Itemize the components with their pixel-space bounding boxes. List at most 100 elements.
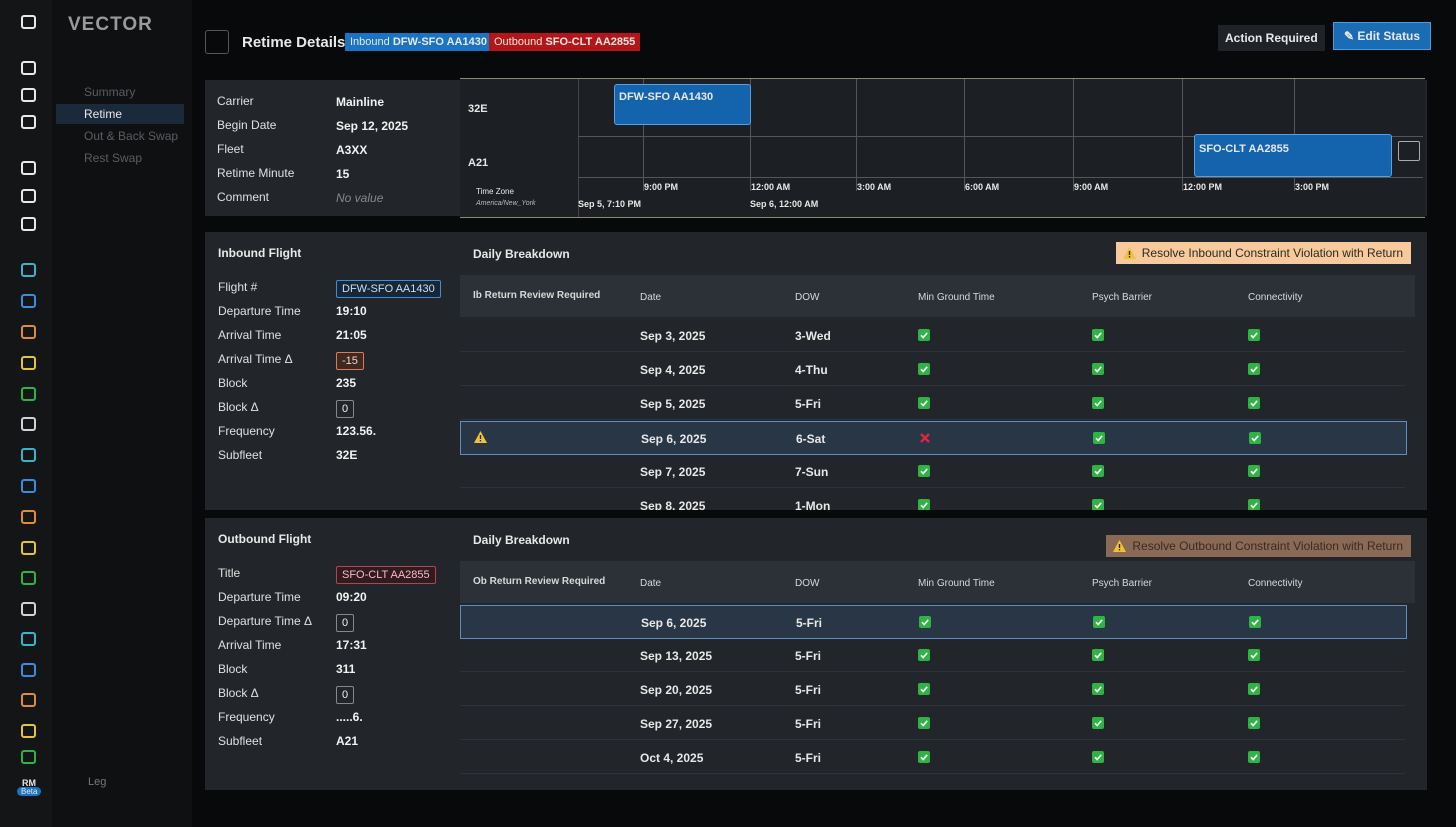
- page-title: Retime Details: [242, 34, 346, 51]
- check-icon: [1248, 717, 1260, 729]
- dow-cell: 5-Fri: [795, 397, 822, 411]
- tag-flight: DFW-SFO AA1430: [392, 36, 487, 48]
- table-row[interactable]: Sep 3, 2025 3-Wed: [460, 319, 1405, 352]
- nav-icon[interactable]: [21, 417, 36, 431]
- table-row[interactable]: Sep 7, 2025 7-Sun: [460, 455, 1405, 488]
- resolve-button[interactable]: Resolve Outbound Constraint Violation wi…: [1106, 535, 1411, 557]
- tag-flight: SFO-CLT AA2855: [545, 36, 636, 48]
- grid-line: [1182, 79, 1183, 191]
- check-icon: [1093, 432, 1105, 444]
- nav-icon[interactable]: [21, 115, 36, 129]
- row-label: A21: [468, 157, 489, 169]
- nav-icon[interactable]: [21, 356, 36, 370]
- nav-icon[interactable]: [21, 571, 36, 585]
- field-label: Comment: [217, 190, 270, 204]
- column-header: Min Ground Time: [918, 292, 995, 303]
- nav-icon[interactable]: [21, 448, 36, 462]
- edit-status-button[interactable]: ✎ Edit Status: [1333, 22, 1432, 50]
- field-label: Subfleet: [218, 448, 263, 462]
- nav-icon[interactable]: [21, 263, 36, 277]
- check-icon: [1248, 683, 1260, 695]
- nav-icon[interactable]: [21, 693, 36, 707]
- table-row[interactable]: Sep 6, 2025 5-Fri: [460, 605, 1407, 639]
- check-icon: [1248, 397, 1260, 409]
- nav-icon[interactable]: [21, 602, 36, 616]
- nav-icon[interactable]: [21, 510, 36, 524]
- field-value: 0: [336, 686, 355, 704]
- flight-bar[interactable]: DFW-SFO AA1430: [614, 84, 751, 125]
- field-value: SFO-CLT AA2855: [336, 566, 436, 584]
- nav-icon[interactable]: [21, 15, 36, 29]
- nav-item[interactable]: Summary: [56, 82, 184, 102]
- field-label: Fleet: [217, 142, 244, 156]
- nav-icon[interactable]: [21, 479, 36, 493]
- inbound-panel: Inbound Flight Flight # DFW-SFO AA1430 Depa…: [205, 232, 1427, 510]
- dow-cell: 6-Sat: [796, 432, 826, 446]
- bar-label: DFW-SFO AA1430: [619, 91, 714, 103]
- check-icon: [918, 329, 930, 341]
- nav-icon[interactable]: [21, 724, 36, 738]
- breakdown-table: Ib Return Review Required Date DOW Min Grou…: [460, 275, 1427, 510]
- field-label: Departure Time: [218, 304, 301, 318]
- field-value: No value: [336, 191, 384, 205]
- inbound-tag: Inbound DFW-SFO AA1430: [345, 33, 492, 51]
- nav-icon[interactable]: [21, 294, 36, 308]
- nav-icon[interactable]: [21, 61, 36, 75]
- table-row[interactable]: Sep 4, 2025 4-Thu: [460, 353, 1405, 386]
- nav-icon[interactable]: [21, 541, 36, 555]
- table-row[interactable]: Sep 20, 2025 5-Fri: [460, 673, 1405, 706]
- date-cell: Sep 6, 2025: [641, 432, 707, 446]
- table-row[interactable]: Sep 8, 2025 1-Mon: [460, 489, 1405, 510]
- warning-icon: [474, 431, 487, 443]
- field-value: .....6.: [336, 710, 363, 724]
- resolve-button[interactable]: Resolve Inbound Constraint Violation wit…: [1115, 242, 1411, 264]
- check-icon: [918, 465, 930, 477]
- table-row[interactable]: Sep 5, 2025 5-Fri: [460, 387, 1405, 420]
- check-icon: [918, 751, 930, 763]
- nav-icon[interactable]: [21, 88, 36, 102]
- dow-cell: 4-Thu: [795, 363, 828, 377]
- table-row[interactable]: Sep 27, 2025 5-Fri: [460, 707, 1405, 740]
- nav-label: Retime: [84, 107, 123, 121]
- history-button[interactable]: [205, 30, 229, 54]
- outbound-tag: Outbound SFO-CLT AA2855: [489, 33, 641, 51]
- field-value: -15: [336, 352, 364, 370]
- expand-button[interactable]: [1398, 141, 1420, 161]
- bar-label: SFO-CLT AA2855: [1199, 143, 1289, 155]
- grid-line: [750, 79, 751, 191]
- field-label: Block Δ: [218, 400, 259, 414]
- check-icon: [1092, 465, 1104, 477]
- table-row[interactable]: Sep 6, 2025 6-Sat: [460, 421, 1407, 455]
- panel-title: Inbound Flight: [218, 246, 302, 260]
- nav-item[interactable]: Out & Back Swap: [56, 126, 184, 146]
- check-icon: [1092, 717, 1104, 729]
- nav-item[interactable]: Rest Swap: [56, 148, 184, 168]
- nav-item[interactable]: Retime: [56, 104, 184, 124]
- panel-title: Outbound Flight: [218, 532, 312, 546]
- check-icon: [918, 683, 930, 695]
- nav-icon[interactable]: [21, 750, 36, 764]
- nav-icon[interactable]: [21, 217, 36, 231]
- check-icon: [1092, 363, 1104, 375]
- grid-line: [643, 79, 644, 191]
- dow-cell: 5-Fri: [795, 683, 822, 697]
- field-value: DFW-SFO AA1430: [336, 280, 441, 298]
- warning-icon: [1113, 540, 1127, 552]
- nav-icon[interactable]: [21, 161, 36, 175]
- field-value: 21:05: [336, 328, 367, 342]
- nav-icon[interactable]: [21, 325, 36, 339]
- nav-icon[interactable]: [21, 663, 36, 677]
- field-value: 17:31: [336, 638, 367, 652]
- nav-icon[interactable]: [21, 632, 36, 646]
- nav-icon[interactable]: [21, 387, 36, 401]
- breakdown-table: Ob Return Review Required Date DOW Min Grou…: [460, 561, 1427, 790]
- nav-icon[interactable]: [21, 189, 36, 203]
- time-tick-label: 6:00 AM: [965, 182, 1000, 192]
- field-label: Block Δ: [218, 686, 259, 700]
- table-row[interactable]: Oct 4, 2025 5-Fri: [460, 741, 1405, 774]
- dow-cell: 5-Fri: [795, 717, 822, 731]
- table-row[interactable]: Sep 13, 2025 5-Fri: [460, 639, 1405, 672]
- flight-bar[interactable]: SFO-CLT AA2855: [1194, 134, 1392, 177]
- field-label: Departure Time: [218, 590, 301, 604]
- column-header: DOW: [795, 292, 820, 303]
